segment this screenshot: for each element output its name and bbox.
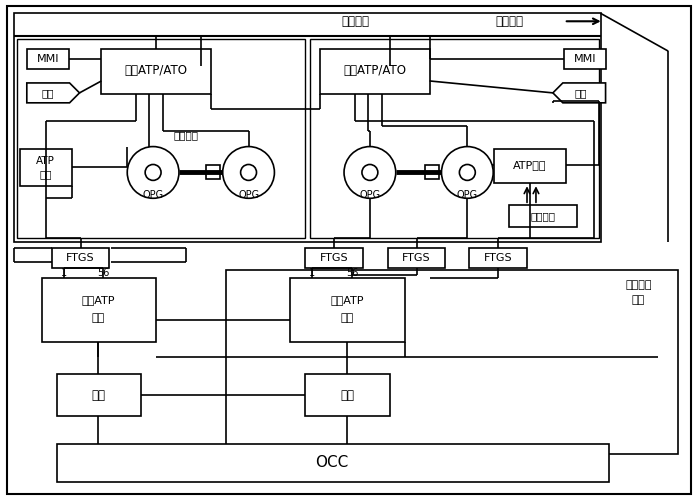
Bar (20, 148, 71, 186)
Bar (469, 248, 527, 268)
Bar (290, 278, 405, 342)
Text: 1: 1 (309, 268, 315, 278)
Text: ATP天线: ATP天线 (513, 160, 547, 170)
Text: OPG: OPG (359, 190, 381, 200)
Text: OPG: OPG (457, 190, 478, 200)
Circle shape (145, 164, 161, 180)
Text: OPG: OPG (143, 190, 164, 200)
Circle shape (362, 164, 378, 180)
Text: 联锁: 联锁 (92, 388, 106, 402)
Text: 运行方向: 运行方向 (495, 15, 523, 28)
Text: MMI: MMI (573, 54, 596, 64)
Circle shape (459, 164, 475, 180)
Bar (320, 49, 430, 94)
Circle shape (241, 164, 256, 180)
Text: FTGS: FTGS (484, 253, 512, 263)
Text: MMI: MMI (36, 54, 59, 64)
Bar (494, 148, 566, 184)
Circle shape (442, 146, 493, 199)
Text: 天线: 天线 (39, 170, 52, 179)
Bar (14, 14, 601, 242)
Text: FTGS: FTGS (66, 253, 94, 263)
Text: 安全制动: 安全制动 (174, 130, 198, 140)
Text: 车载ATP/ATO: 车载ATP/ATO (344, 64, 407, 78)
Text: 轨旁ATP: 轨旁ATP (330, 294, 364, 304)
Bar (225, 270, 678, 454)
Text: 列车总线: 列车总线 (341, 15, 369, 28)
Text: 车载ATP/ATO: 车载ATP/ATO (125, 64, 188, 78)
Polygon shape (553, 83, 606, 103)
Bar (102, 49, 211, 94)
Circle shape (344, 146, 395, 199)
Text: FTGS: FTGS (320, 253, 349, 263)
Text: 接口: 接口 (575, 88, 587, 98)
Bar (52, 248, 109, 268)
Text: 1: 1 (60, 268, 66, 278)
Circle shape (223, 146, 274, 199)
Bar (509, 205, 577, 227)
Bar (305, 248, 363, 268)
Text: 轨旁ATP: 轨旁ATP (82, 294, 116, 304)
Text: 56: 56 (346, 268, 358, 278)
Text: 56: 56 (97, 268, 110, 278)
Bar (57, 444, 608, 482)
Bar (305, 374, 390, 416)
Text: 同步环线: 同步环线 (531, 211, 555, 221)
Bar (42, 278, 156, 342)
Polygon shape (27, 83, 80, 103)
Text: FTGS: FTGS (402, 253, 431, 263)
Text: 单元: 单元 (340, 312, 354, 322)
Text: 单元: 单元 (92, 312, 105, 322)
Text: 总线: 总线 (632, 294, 645, 304)
Bar (206, 166, 220, 179)
Bar (310, 39, 598, 238)
Bar (425, 166, 438, 179)
Bar (57, 374, 141, 416)
Text: OPG: OPG (238, 190, 259, 200)
Bar (564, 49, 606, 69)
Text: OCC: OCC (316, 456, 349, 470)
Text: 联锁: 联锁 (340, 388, 354, 402)
Text: ATP: ATP (36, 156, 55, 166)
Bar (17, 39, 305, 238)
Text: 室内设备: 室内设备 (625, 280, 652, 290)
Text: 接口: 接口 (41, 88, 54, 98)
Circle shape (127, 146, 179, 199)
Bar (388, 248, 445, 268)
Bar (27, 49, 69, 69)
